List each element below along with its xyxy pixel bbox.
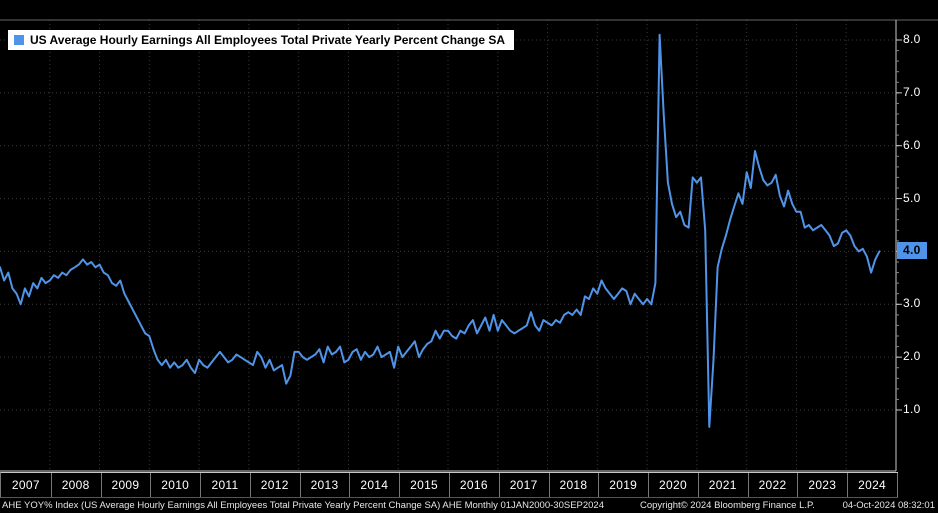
ticker-description-text: AHE YOY% Index (US Average Hourly Earnin… (2, 500, 604, 511)
y-axis-tick-label: 3.0 (903, 296, 921, 311)
year-label: 2017 (499, 473, 550, 497)
year-label: 2011 (200, 473, 251, 497)
year-label: 2009 (101, 473, 152, 497)
year-label: 2014 (349, 473, 401, 497)
x-axis-year-row: 2007 2008 2009 2010 2011 2012 2013 2014 2015 2016… (0, 472, 898, 498)
year-label: 2023 (797, 473, 849, 497)
y-axis-tick-label: 8.0 (903, 32, 921, 46)
year-label: 2021 (698, 473, 749, 497)
copyright-text: Copyright© 2024 Bloomberg Finance L.P. (640, 500, 815, 511)
year-label: 2010 (150, 473, 202, 497)
year-label: 2013 (300, 473, 351, 497)
series-color-swatch-icon (14, 35, 24, 45)
year-label: 2024 (847, 473, 898, 497)
price-line (0, 33, 881, 428)
status-bar: AHE YOY% Index (US Average Hourly Earnin… (0, 498, 938, 513)
y-axis-labels: 8.0 7.0 6.0 5.0 4.0 3.0 2.0 1.0 (897, 32, 927, 416)
last-value-axis-label: 4.0 (897, 242, 927, 260)
year-label: 2020 (648, 473, 699, 497)
year-label: 2015 (399, 473, 450, 497)
series-legend-label: US Average Hourly Earnings All Employees… (30, 33, 506, 47)
y-axis-tick-label: 2.0 (903, 349, 921, 364)
year-label: 2022 (748, 473, 799, 497)
y-axis-tick-label: 5.0 (903, 190, 921, 205)
series-legend[interactable]: US Average Hourly Earnings All Employees… (8, 30, 515, 50)
year-label: 2018 (549, 473, 600, 497)
y-axis-tick-label: 7.0 (903, 84, 921, 99)
timestamp-text: 04-Oct-2024 08:32:01 (842, 500, 935, 511)
year-label: 2007 (1, 473, 52, 497)
year-label: 2012 (250, 473, 301, 497)
y-axis-tick-label: 6.0 (903, 137, 921, 152)
year-label: 2016 (449, 473, 500, 497)
year-label: 2008 (51, 473, 102, 497)
y-axis-tick-label: 1.0 (903, 402, 921, 416)
year-label: 2019 (598, 473, 650, 497)
